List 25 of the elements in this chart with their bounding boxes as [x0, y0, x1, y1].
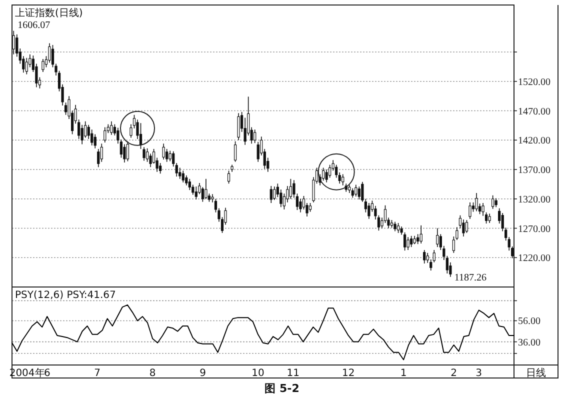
- caption: 图 5-2: [264, 382, 300, 395]
- y-tick-label: 1470.00: [518, 106, 550, 118]
- y-tick-label: 1320.00: [518, 194, 550, 206]
- chart-title: 上证指数(日线): [15, 7, 83, 19]
- y-tick-label: 1420.00: [518, 136, 550, 147]
- x-axis-title: 日线: [526, 367, 546, 379]
- x-tick-label: 11: [286, 368, 300, 379]
- x-tick-label: 12: [342, 368, 355, 379]
- x-tick-label: 8: [149, 368, 156, 379]
- chart-title: PSY(12,6) PSY:41.67: [15, 290, 116, 301]
- annotation: 1187.26: [454, 272, 487, 284]
- annotation: 1606.07: [18, 20, 50, 31]
- y-tick-label: 1220.00: [518, 253, 550, 264]
- y-tick-label: 1370.00: [518, 165, 550, 176]
- x-tick-label: 6: [44, 368, 50, 379]
- x-tick-label: 1: [400, 368, 407, 379]
- y-tick-label: 1270.00: [518, 224, 550, 235]
- x-tick-label: 2: [450, 368, 457, 379]
- y-tick-label: 1520.00: [518, 76, 550, 88]
- x-tick-label: 3: [476, 368, 482, 379]
- y-tick-label: 36.00: [518, 337, 540, 348]
- x-tick-label: 9: [200, 368, 206, 379]
- x-tick-label: 10: [252, 368, 264, 379]
- y-tick-label: 56.00: [518, 316, 540, 328]
- x-tick-label: 7: [94, 368, 101, 379]
